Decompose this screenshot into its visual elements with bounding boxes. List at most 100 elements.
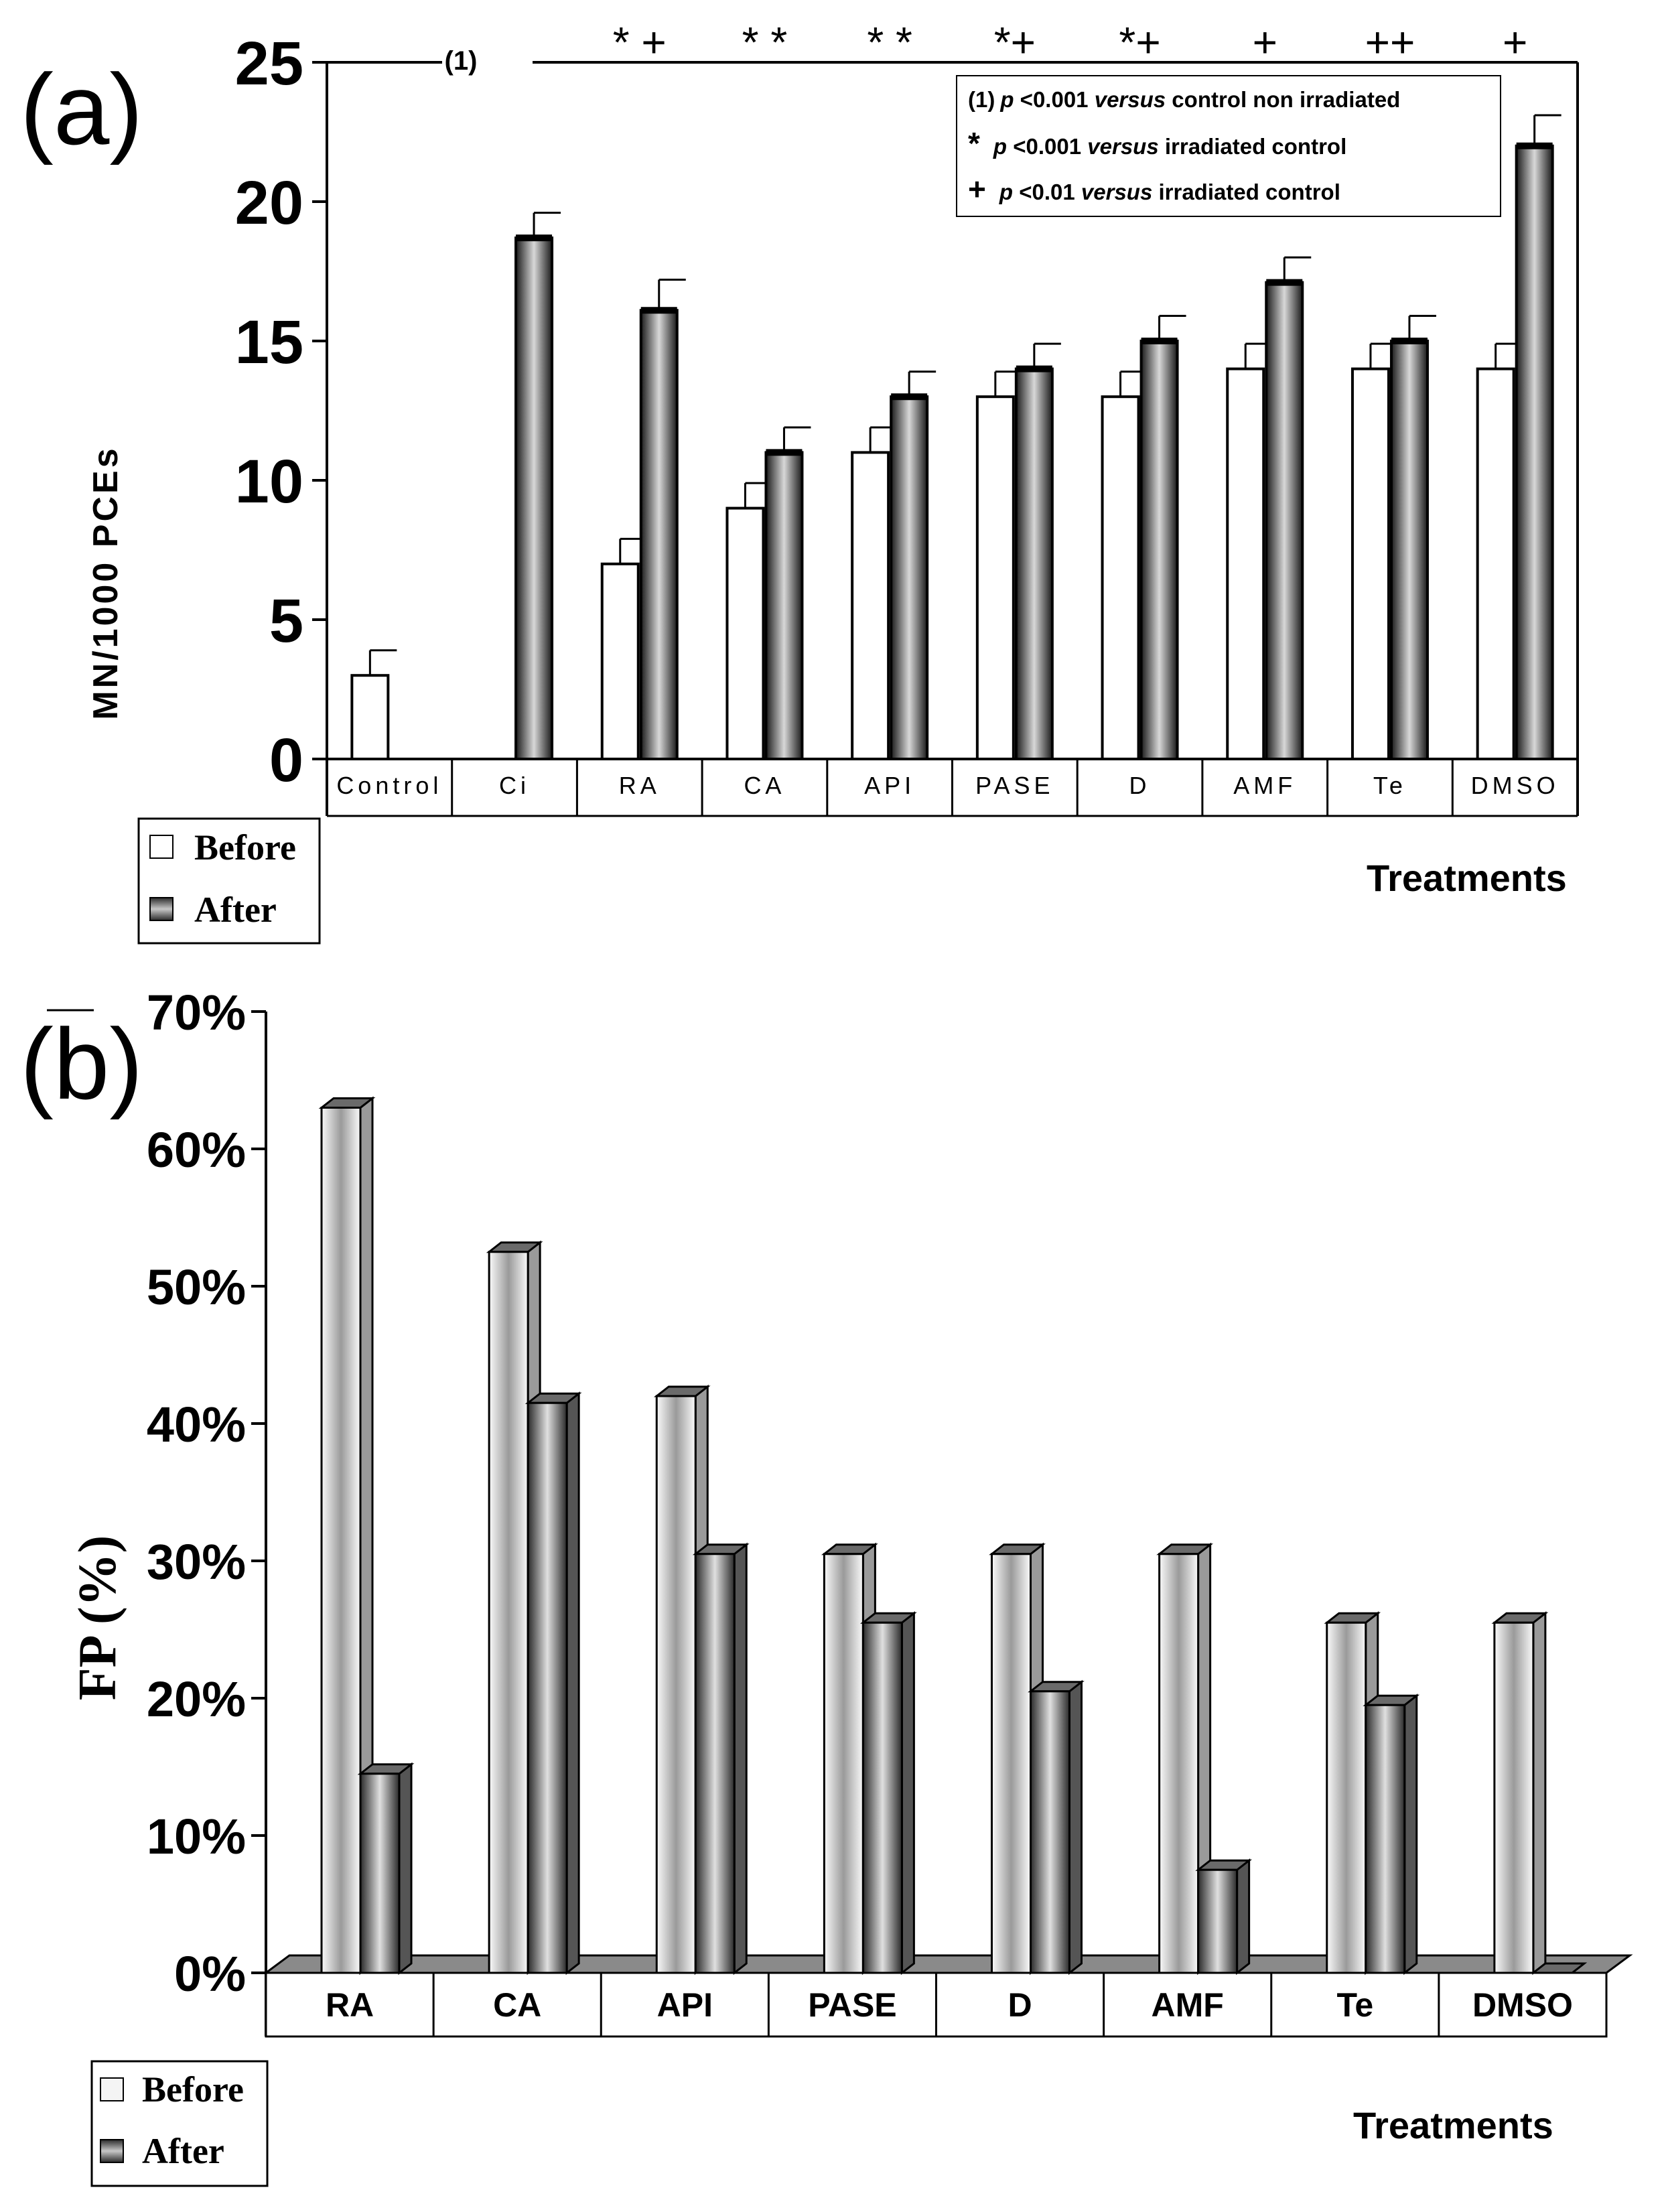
bar-after [1389,340,1429,760]
y-tick-label: 60% [147,1122,246,1178]
panel-b-label: (b) [20,1008,143,1120]
chart-floor [263,1954,1633,1974]
significance-mark: *+ [1119,18,1160,66]
legend-swatch-after [149,897,174,921]
panel-a-y-axis-title: MN/1000 PCEs [86,445,125,719]
significance-mark: * * [867,18,912,66]
bar-before [1101,395,1140,760]
category-label: DMSO [1472,1986,1573,2024]
bar-after-top [1530,1962,1588,1974]
legend-swatch-before [149,835,174,859]
y-tick-label: 5 [269,587,303,655]
y-tick-label: 40% [147,1397,246,1452]
bar-before-front [488,1251,529,1974]
y-tick-label: 15 [235,308,303,376]
category-label: PASE [808,1986,896,2024]
bar-after-front [359,1773,401,1974]
category-label: API [657,1986,713,2024]
legend-label-after: After [142,2131,224,2171]
panel-b-category-labels: RA CA API PASE D AMF Te DMSO [326,1973,1573,2036]
significance-mark: + [1253,18,1277,66]
bar-after [525,1391,582,1976]
bar-after [639,309,679,760]
category-label: RA [619,772,661,799]
panel-a-category-labels: Control Ci RA CA API PASE D AMF Te DMSO [336,759,1559,816]
bar-after-front [694,1553,736,1974]
panel-b-y-axis-title: FP (%) [68,1535,127,1701]
bar-after-front [1365,1704,1406,1974]
bar-before [1491,1611,1549,1976]
panel-b-legend: Before After [90,2060,269,2187]
y-tick-label: 50% [147,1259,246,1315]
bar-after [1195,1858,1252,1976]
bar-after [1363,1693,1420,1976]
panel-a-legend: Before After [137,817,321,945]
legend-swatch-after [100,2139,124,2163]
y-tick-label: 0% [174,1946,246,2002]
category-label: AMF [1233,772,1296,799]
bar-before [851,451,890,761]
bar-after-side [1236,1858,1251,1976]
category-label: Control [336,772,442,799]
category-label: Te [1336,1986,1373,2024]
significance-mark: * + [613,18,667,66]
bar-before [600,562,640,760]
bar-after-side [1068,1679,1083,1976]
bar-after [1265,281,1304,760]
bar-before-front [991,1553,1032,1974]
y-tick-label: 30% [147,1534,246,1590]
bar-before [975,395,1015,760]
y-tick-label: 70% [147,985,246,1040]
category-label: CA [493,1986,541,2024]
bar-after [1530,1962,1588,1974]
bar-after [1139,340,1179,760]
panel-a-bars [350,114,1562,761]
category-label: Te [1373,772,1407,799]
category-label: DMSO [1471,772,1559,799]
category-label: AMF [1152,1986,1224,2024]
bar-before-front [1326,1621,1367,1974]
significance-mark: + [1503,18,1527,66]
bar-after-front [527,1401,568,1974]
panel-a-y-ticks: 0 5 10 15 20 25 [235,29,327,794]
significance-note: (1) p <0.001 versus control non irradiate… [968,87,1400,112]
y-tick-label: 20% [147,1671,246,1727]
panel-b-y-ticks: 0% 10% 20% 30% 40% 50% 60% 70% [147,985,267,2036]
bar-after-side [565,1391,580,1976]
bar-before [725,506,765,760]
bar-before [1350,367,1390,760]
significance-mark: ++ [1365,18,1415,66]
category-label: RA [326,1986,374,2024]
bar-after-front [861,1621,903,1974]
bar-after-front [1197,1868,1239,1974]
significance-note: + p <0.01 versus irradiated control [968,171,1340,206]
y-tick-label: 20 [235,169,303,237]
panel-a-significance-legend: (1) p <0.001 versus control non irradiate… [956,75,1501,217]
bar-after [514,236,554,760]
bar-after [1028,1679,1085,1976]
panel-b-floor [263,1954,1633,2038]
bar-before-front [1158,1553,1200,1974]
panel-a-top-line-label: (1) [445,46,478,76]
y-tick-label: 0 [269,726,303,794]
y-tick-label: 10% [147,1809,246,1864]
legend-label-after: After [194,890,277,930]
bar-after [357,1762,415,1976]
bar-before-side [1532,1611,1547,1976]
legend-label-before: Before [194,827,296,868]
y-tick-label: 10 [235,447,303,516]
bar-before-front [823,1553,864,1974]
category-label: Ci [499,772,530,799]
significance-note: * p <0.001 versus irradiated control [968,126,1346,161]
bar-before-front [655,1395,697,1974]
bar-after-side [1403,1693,1418,1976]
bar-before-front [320,1107,362,1974]
panel-b-x-axis-title: Treatments [1353,2104,1553,2146]
legend-label-before: Before [142,2069,244,2110]
panel-a-x-axis-title: Treatments [1367,857,1567,899]
legend-swatch-before [100,2077,124,2101]
bar-after-side [900,1611,915,1976]
bar-before-front [1493,1621,1535,1974]
